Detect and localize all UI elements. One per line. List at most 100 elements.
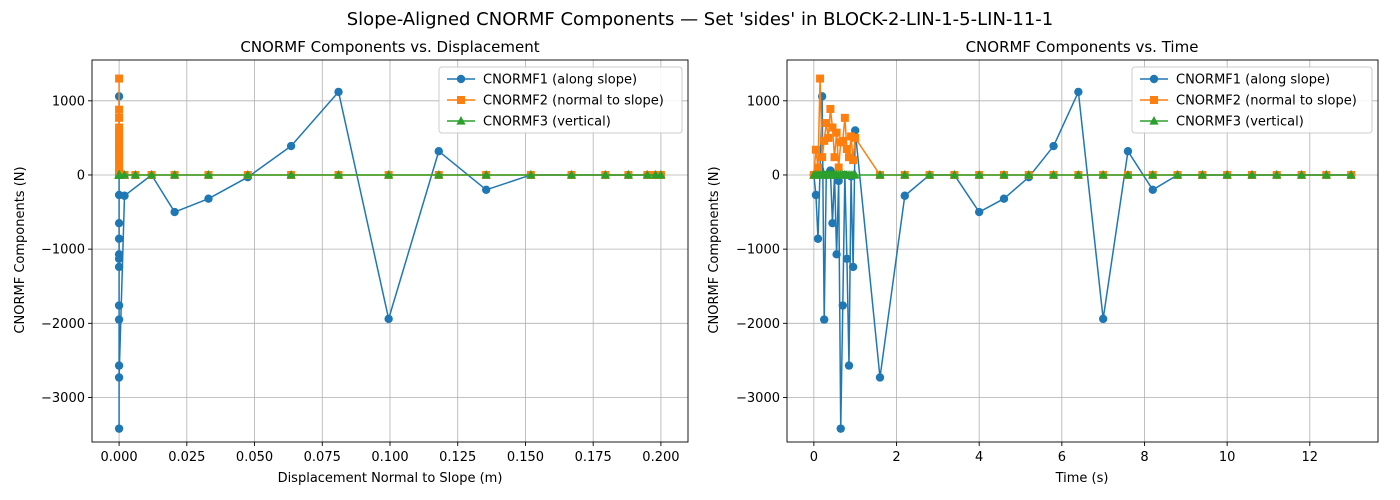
figure-title: Slope-Aligned CNORMF Components — Set 's… [347,9,1054,30]
series-3 [114,169,666,179]
legend-marker [1150,96,1158,104]
y-tick-label: 1000 [747,94,780,109]
x-tick-label: 8 [1140,450,1148,465]
data-point [119,169,130,179]
data-point [830,153,839,162]
x-tick-label: 0 [810,450,818,465]
data-point [642,169,652,179]
data-point [851,133,860,142]
y-tick-label: −1000 [41,243,85,258]
data-point [114,234,124,243]
data-point [974,207,984,217]
x-tick-label: 10 [1219,450,1236,465]
data-point [811,190,821,200]
left-chart-ylabel: CNORMF Components (N) [13,166,28,333]
data-point [114,254,124,263]
legend-label: CNORMF1 (along slope) [483,73,637,88]
data-point [115,123,124,132]
data-point [900,169,910,179]
data-point [170,169,180,179]
data-point [114,424,124,433]
y-tick-label: −2000 [736,317,780,332]
x-tick-label: 4 [975,450,983,465]
data-point [434,169,444,179]
data-point [1073,169,1083,179]
data-point [1197,169,1207,179]
data-point [818,153,827,162]
data-point [832,250,841,259]
data-point [114,315,124,324]
data-point [384,169,394,179]
data-point [1247,169,1257,179]
data-point [1098,169,1108,179]
x-tick-label: 6 [1058,450,1066,465]
data-point [999,194,1009,203]
x-tick-label: 0.125 [439,450,476,465]
data-point [120,191,129,200]
data-point [834,163,843,172]
data-point [656,169,666,179]
x-tick-label: 2 [892,450,900,465]
data-point [820,136,829,145]
data-point [526,169,536,179]
data-point [813,234,823,243]
data-point [822,119,831,128]
right-chart-xlabel: Time (s) [1055,471,1109,486]
data-point [875,169,885,179]
data-point [481,169,491,179]
legend: CNORMF1 (along slope) CNORMF2 (normal to … [1131,66,1373,134]
legend-box [1131,66,1373,134]
data-point [949,169,959,179]
data-point [114,373,124,382]
data-point [115,74,124,83]
data-point [334,87,343,97]
data-point [847,132,856,141]
data-point [850,169,860,179]
data-point [1098,314,1108,324]
legend-label: CNORMF3 (vertical) [1176,115,1304,130]
data-point [924,169,935,179]
y-tick-label: 0 [77,168,85,183]
legend-label: CNORMF3 (vertical) [483,115,611,130]
data-point [1123,147,1133,156]
right-chart-title: CNORMF Components vs. Time [966,38,1199,56]
legend-marker [1149,74,1159,84]
data-point [828,218,837,228]
data-point [999,169,1009,179]
legend-item-3: CNORMF3 (vertical) [1140,115,1304,130]
legend-label: CNORMF1 (along slope) [1176,73,1330,88]
data-point [1123,169,1133,179]
legend-marker [1149,116,1159,125]
left-plot-area: 0.000 0.025 0.050 0.075 0.100 0.125 0.150 0.175… [41,59,689,465]
data-point [600,169,610,179]
data-point [826,104,835,113]
right-chart-ylabel: CNORMF Components (N) [707,166,722,333]
legend: CNORMF1 (along slope) CNORMF2 (normal to … [438,66,683,134]
right-chart: CNORMF Components vs. Time Time (s) CNOR… [707,38,1379,486]
legend-label: CNORMF2 (normal to slope) [1176,94,1357,109]
data-point [115,105,124,114]
data-point [1222,169,1232,179]
legend-item-1: CNORMF1 (along slope) [1140,73,1330,88]
data-point [828,123,837,132]
data-point [114,301,124,310]
data-point [836,424,845,433]
data-point [848,262,858,272]
data-point [1346,169,1356,179]
legend-box [438,66,683,134]
data-point [333,169,344,179]
y-tick-label: 1000 [52,94,85,109]
data-point [243,169,253,179]
y-tick-label: −3000 [41,391,85,406]
data-point [203,169,214,179]
data-point [974,169,984,179]
data-point [204,194,213,203]
data-point [840,113,849,122]
data-point [1074,87,1083,97]
legend-label: CNORMF2 (normal to slope) [483,94,664,109]
data-point [114,218,124,228]
data-point [816,74,825,83]
data-point [147,169,157,179]
x-tick-label: 0.150 [507,450,544,465]
